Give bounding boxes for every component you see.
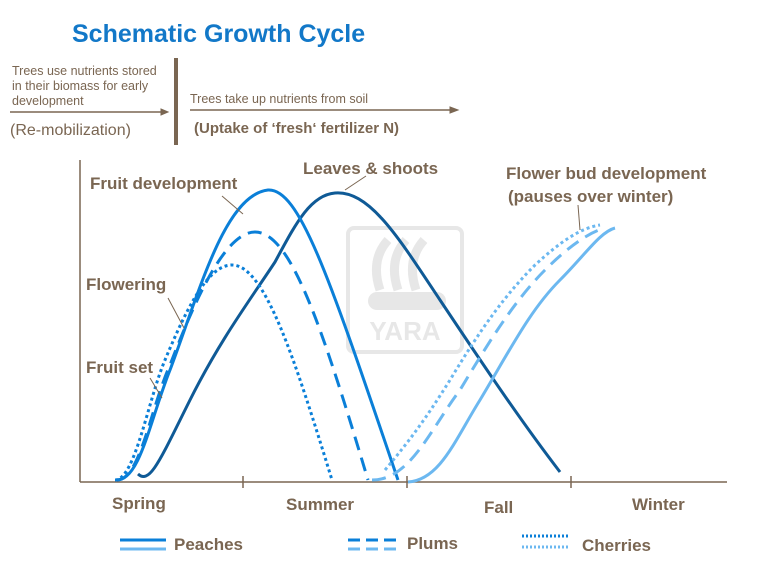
uptake-label: (Uptake of ‘fresh‘ fertilizer N) — [194, 120, 400, 137]
remobilization-description: Trees use nutrients stored in their biom… — [12, 64, 157, 109]
plums-flower-bud-curve — [371, 226, 606, 482]
arrow-head-icon — [449, 106, 460, 114]
legend-swatches — [120, 534, 568, 551]
leader-line — [221, 195, 244, 215]
legend-plums: Plums — [407, 534, 459, 553]
season-winter: Winter — [632, 495, 685, 514]
leader-line — [149, 377, 163, 399]
page-title: Schematic Growth Cycle — [72, 20, 366, 48]
season-summer: Summer — [286, 495, 355, 514]
peaches-flower-bud-curve — [407, 226, 616, 484]
season-spring: Spring — [112, 494, 166, 513]
legend-cherries: Cherries — [582, 536, 651, 555]
yara-logo-watermark: YARA — [346, 226, 464, 354]
label-fruit-set: Fruit set — [86, 358, 154, 377]
label-flowering: Flowering — [86, 275, 167, 294]
leader-line — [167, 297, 185, 329]
uptake-description: Trees take up nutrients from soil — [190, 92, 369, 106]
peaches-fruit-curve — [116, 188, 400, 482]
leader-line — [344, 175, 367, 191]
legend-peaches: Peaches — [174, 535, 243, 554]
desc-line: development — [12, 94, 84, 108]
desc-line: Trees use nutrients stored — [12, 64, 157, 78]
season-fall: Fall — [484, 498, 514, 517]
label-flower-bud-1: Flower bud development — [506, 164, 707, 183]
label-flower-bud-2: (pauses over winter) — [508, 187, 674, 206]
label-fruit-development: Fruit development — [90, 174, 238, 193]
svg-text:YARA: YARA — [369, 316, 441, 346]
plums-fruit-curve — [116, 230, 370, 482]
remobilization-label: (Re-mobilization) — [10, 122, 131, 139]
desc-line: in their biomass for early — [12, 79, 149, 93]
cherries-fruit-curve — [114, 263, 334, 482]
label-leaves-shoots: Leaves & shoots — [303, 159, 439, 178]
leader-line — [577, 204, 581, 231]
cherries-flower-bud-curve — [383, 223, 601, 471]
arrow-head-icon — [160, 108, 170, 116]
